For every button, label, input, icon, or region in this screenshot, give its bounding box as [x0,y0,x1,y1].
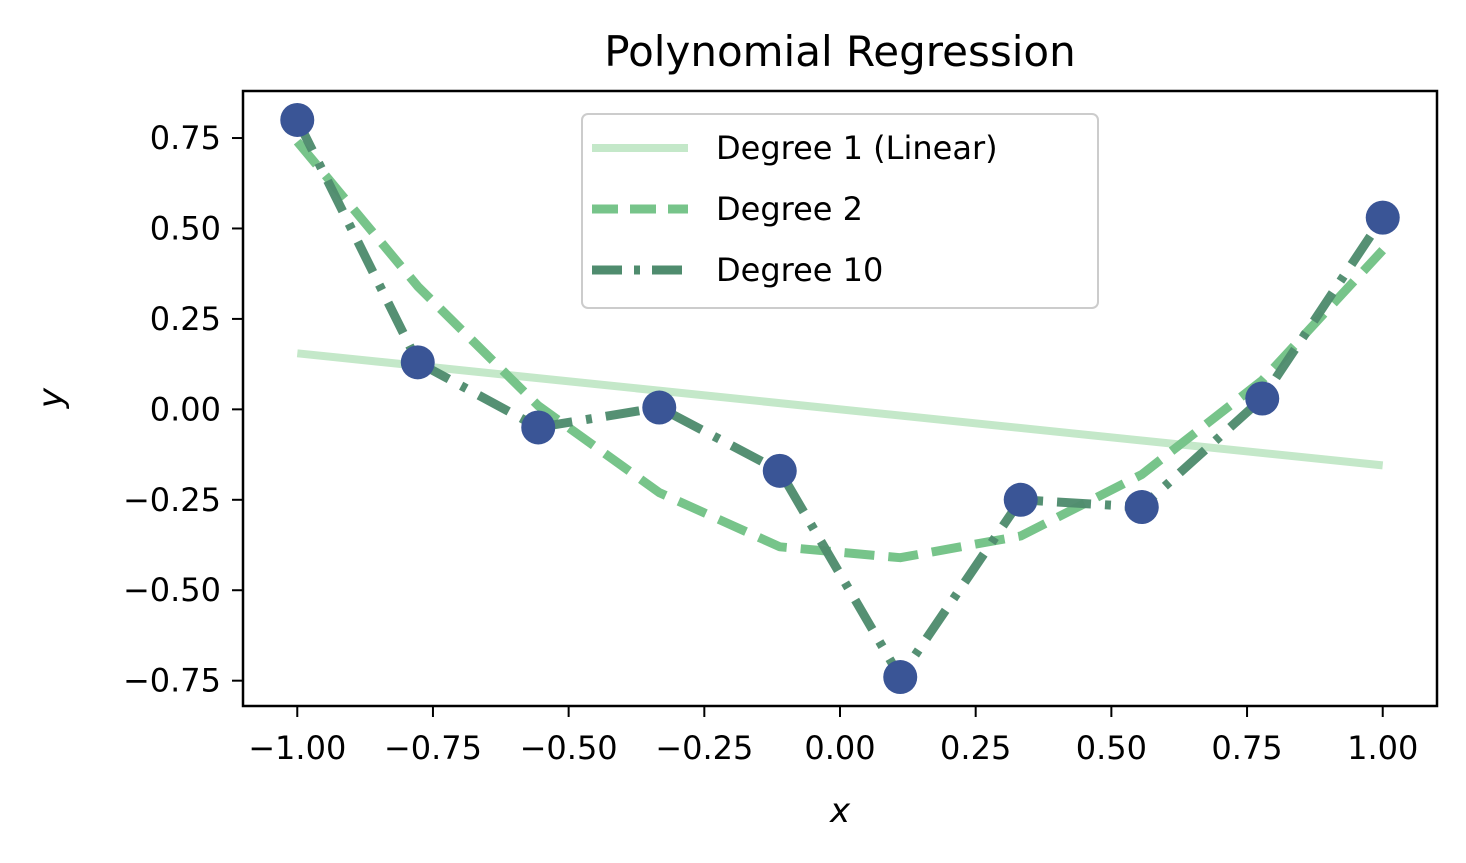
x-tick-label: 0.75 [1211,729,1282,767]
legend-box [581,113,1099,309]
x-axis-label: x [829,791,851,831]
data-point [280,102,315,137]
legend-label-2: Degree 2 [716,190,863,228]
chart-title: Polynomial Regression [604,27,1075,76]
y-tick-label: −0.75 [123,662,221,700]
x-tick-label: −0.75 [384,729,482,767]
data-point [883,660,918,695]
data-point [642,390,677,425]
data-point [1365,200,1400,235]
y-tick-label: −0.25 [123,481,221,519]
data-point [762,453,797,488]
y-tick-label: 0.00 [150,390,221,428]
x-tick-label: 1.00 [1347,729,1418,767]
x-tick-label: 0.25 [940,729,1011,767]
series-line-2 [293,138,1387,563]
y-tick-label: 0.75 [150,119,221,157]
y-tick-label: 0.50 [150,209,221,247]
x-tick-label: 0.00 [804,729,875,767]
plot-area: −1.00 −0.75 −0.50 −0.25 0.00 0.25 0.50 0.75 1.00… [123,89,1439,767]
legend-label-3: Degree 10 [716,251,883,289]
data-point [1003,482,1038,517]
data-point [521,410,556,445]
series-line-3 [293,117,1387,682]
data-point [400,345,435,380]
x-tick-label: 0.50 [1076,729,1147,767]
series-line-1 [296,349,1384,470]
y-tick-label: 0.25 [150,300,221,338]
legend: Degree 1 (Linear) Degree 2 Degree 10 [581,113,1099,309]
legend-label-1: Degree 1 (Linear) [716,129,998,167]
y-tick-label: −0.50 [123,571,221,609]
x-tick-label: −0.25 [655,729,753,767]
data-point [1245,381,1280,416]
data-point [1124,490,1159,525]
y-axis-label: y [31,387,71,409]
x-tick-label: −0.50 [520,729,618,767]
x-tick-label: −1.00 [248,729,346,767]
